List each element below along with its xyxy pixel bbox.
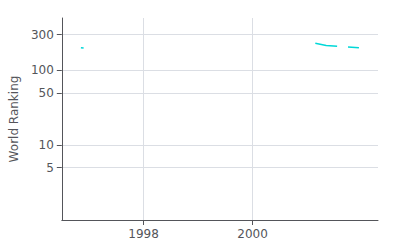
svg-text:300: 300 — [31, 28, 54, 42]
svg-text:1998: 1998 — [128, 227, 159, 241]
svg-text:10: 10 — [39, 138, 54, 152]
svg-text:World Ranking: World Ranking — [7, 76, 21, 163]
svg-text:2000: 2000 — [237, 227, 268, 241]
svg-text:50: 50 — [39, 86, 54, 100]
svg-text:100: 100 — [31, 63, 54, 77]
svg-text:5: 5 — [46, 161, 54, 175]
